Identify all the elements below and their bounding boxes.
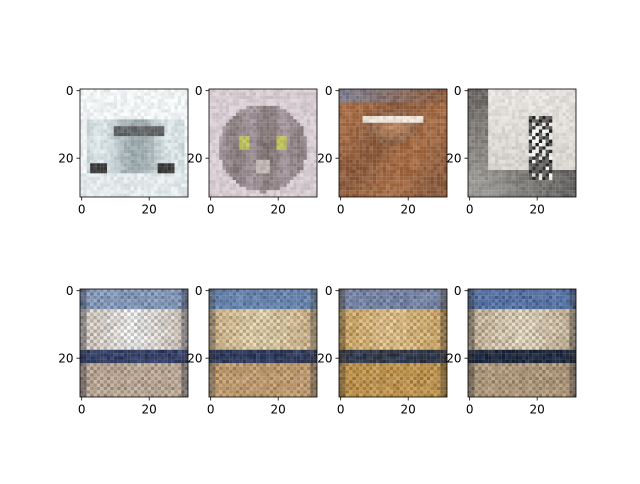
y-tick-label: 0 [66, 84, 74, 98]
image-panel-bottom-2: 0 20 0 20 [187, 284, 317, 416]
x-tick-label: 0 [78, 403, 86, 417]
x-tick-label: 0 [466, 403, 474, 417]
x-tick-label: 20 [401, 203, 416, 217]
y-tick-label: 20 [187, 152, 202, 166]
y-tick-label: 20 [317, 352, 332, 366]
y-tick-label: 0 [325, 284, 333, 298]
y-tick-label: 20 [446, 152, 461, 166]
x-tick-label: 20 [271, 203, 286, 217]
image-pixels [80, 89, 188, 197]
y-tick-label: 0 [325, 84, 333, 98]
x-tick-label: 20 [530, 403, 545, 417]
image-panel-bottom-3: 0 20 0 20 [317, 284, 447, 416]
x-tick-label: 0 [207, 203, 215, 217]
x-tick-label: 20 [401, 403, 416, 417]
image-pixels [209, 89, 317, 197]
image-pixels [468, 289, 576, 397]
x-tick-label: 0 [337, 403, 345, 417]
image-panel-bottom-4: 0 20 0 20 [446, 284, 576, 416]
x-tick-label: 20 [271, 403, 286, 417]
y-tick-label: 0 [195, 284, 203, 298]
y-tick-label: 0 [454, 84, 462, 98]
x-tick-label: 0 [207, 403, 215, 417]
y-tick-label: 0 [66, 284, 74, 298]
image-pixels [80, 289, 188, 397]
image-pixels [339, 289, 447, 397]
image-pixels [339, 89, 447, 197]
image-pixels [209, 289, 317, 397]
y-tick-label: 0 [195, 84, 203, 98]
image-panel-top-3: 0 20 0 20 [317, 84, 447, 216]
image-panel-bottom-1: 0 20 0 20 [58, 284, 188, 416]
y-tick-label: 20 [58, 152, 73, 166]
image-panel-top-4: 0 20 0 20 [446, 84, 576, 216]
x-tick-label: 20 [530, 203, 545, 217]
x-tick-label: 0 [78, 203, 86, 217]
x-tick-label: 20 [142, 403, 157, 417]
x-tick-label: 0 [337, 203, 345, 217]
image-pixels [468, 89, 576, 197]
y-tick-label: 20 [317, 152, 332, 166]
y-tick-label: 20 [187, 352, 202, 366]
image-panel-top-1: 0 20 0 20 [58, 84, 188, 216]
image-panel-top-2: 0 20 0 20 [187, 84, 317, 216]
y-tick-label: 20 [446, 352, 461, 366]
y-tick-label: 20 [58, 352, 73, 366]
y-tick-label: 0 [454, 284, 462, 298]
x-tick-label: 0 [466, 203, 474, 217]
x-tick-label: 20 [142, 203, 157, 217]
